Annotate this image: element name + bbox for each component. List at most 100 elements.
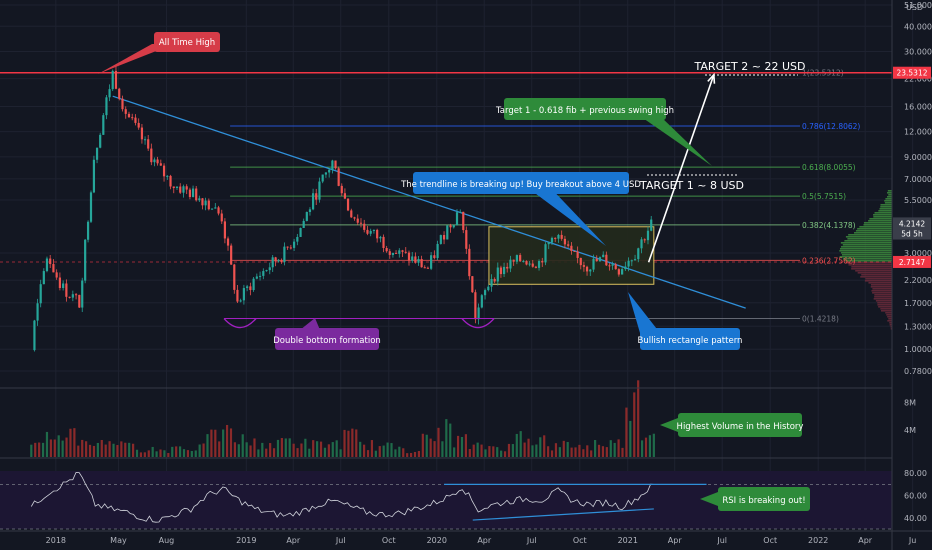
y-axis-unit: USD xyxy=(906,3,923,12)
rsi-support-line xyxy=(472,508,654,521)
volume-profile-bar xyxy=(857,272,892,274)
candle-body xyxy=(207,200,210,210)
price-axis[interactable]: 51.0000 40.0000 30.0000 22.0000 16.0000 12.00… xyxy=(904,1,932,523)
candle-body xyxy=(147,139,150,149)
candle-body xyxy=(252,278,255,291)
candle-body xyxy=(346,198,350,211)
time-tick-label: Aug xyxy=(159,536,175,545)
candle-body xyxy=(137,122,140,128)
price-tick-label: 40.0000 xyxy=(904,22,932,31)
candle-body xyxy=(537,261,541,268)
time-axis[interactable]: 2018 May Aug 2019 Apr Jul Oct 2020 Apr Jul Oct 2021… xyxy=(46,536,917,545)
rsi-tick-label: 40.00 xyxy=(904,514,927,523)
volume-bar xyxy=(249,445,252,457)
candle-body xyxy=(436,243,439,259)
projection-arrow xyxy=(647,74,715,263)
volume-profile-bar xyxy=(851,266,892,268)
volume-profile-bar xyxy=(890,328,892,330)
candle-body xyxy=(567,244,570,246)
candle-body xyxy=(265,270,268,272)
rsi-label: RSI is breaking out! xyxy=(722,496,805,506)
volume-bar xyxy=(296,448,299,457)
candle-body xyxy=(499,267,503,275)
volume-bar xyxy=(613,442,616,457)
candle-body xyxy=(255,276,258,279)
candle-body xyxy=(541,261,544,263)
volume-profile-bar xyxy=(859,226,892,228)
candle-body xyxy=(39,284,42,304)
candle-body xyxy=(42,271,45,285)
price-badge-label: 4.2142 xyxy=(899,219,925,228)
candle-body xyxy=(598,257,602,262)
candle-body xyxy=(105,97,108,116)
candle-body xyxy=(650,219,653,231)
candlestick-series xyxy=(33,66,653,352)
candle-body xyxy=(493,278,496,282)
candle-body xyxy=(563,238,567,245)
candle-body xyxy=(455,212,459,226)
volume-bar xyxy=(378,446,381,457)
volume-profile-bar xyxy=(863,222,892,224)
volume-bar xyxy=(519,431,522,457)
volume-bar xyxy=(386,442,389,457)
volume-callout: Highest Volume in the History xyxy=(660,413,803,437)
fib-level-label: 0.5(5.7515) xyxy=(802,192,846,201)
candle-body xyxy=(605,254,608,266)
volume-bar xyxy=(335,440,338,457)
volume-bar xyxy=(272,448,276,457)
candle-body xyxy=(36,303,39,321)
volume-bar xyxy=(472,444,475,457)
volume-bars xyxy=(30,380,655,457)
volume-bar xyxy=(308,448,311,457)
volume-bar xyxy=(594,440,597,457)
volume-bar xyxy=(81,439,84,457)
price-tick-label: 9.0000 xyxy=(904,153,932,162)
volume-bar xyxy=(621,447,624,457)
volume-bar xyxy=(441,441,444,457)
volume-profile-bar xyxy=(865,278,892,280)
volume-bar xyxy=(218,441,221,457)
volume-bar xyxy=(390,443,393,457)
price-tick-label: 1.3000 xyxy=(904,322,932,331)
volume-bar xyxy=(484,449,487,457)
volume-bar xyxy=(609,440,612,457)
candle-body xyxy=(198,198,201,201)
candle-body xyxy=(442,235,446,240)
volume-profile-bar xyxy=(884,200,892,202)
candle-body xyxy=(426,267,429,269)
volume-profile-bar xyxy=(842,254,892,256)
volume-profile-bar xyxy=(842,258,892,260)
volume-bar xyxy=(300,443,303,457)
candle-body xyxy=(289,247,292,249)
candle-body xyxy=(296,236,299,242)
volume-bar xyxy=(225,424,229,457)
candle-body xyxy=(280,260,283,263)
volume-profile-bar xyxy=(886,314,892,316)
candle-body xyxy=(359,222,363,224)
time-tick-label: 2018 xyxy=(46,536,66,545)
candle-body xyxy=(268,267,271,271)
volume-profile-bar xyxy=(887,316,892,318)
volume-bar xyxy=(77,445,80,457)
time-tick-label: Apr xyxy=(668,536,683,545)
volume-bar xyxy=(515,433,518,457)
candle-body xyxy=(528,263,531,265)
volume-bar xyxy=(601,446,605,457)
candle-body xyxy=(459,211,462,213)
price-badge xyxy=(893,255,931,268)
candle-body xyxy=(337,168,340,186)
time-tick-label: May xyxy=(110,536,127,545)
volume-bar xyxy=(194,450,197,457)
volume-profile-bar xyxy=(864,280,892,282)
candle-body xyxy=(182,186,185,193)
time-tick-label: Apr xyxy=(286,536,301,545)
volume-bar xyxy=(319,441,323,457)
volume-profile-bar xyxy=(855,230,892,232)
volume-bar xyxy=(41,442,45,457)
volume-bar xyxy=(104,444,107,457)
volume-bar xyxy=(186,450,190,457)
candle-body xyxy=(550,237,554,243)
double-bottom-label: Double bottom formation xyxy=(273,336,381,346)
volume-bar xyxy=(222,429,225,457)
candle-body xyxy=(525,261,528,265)
